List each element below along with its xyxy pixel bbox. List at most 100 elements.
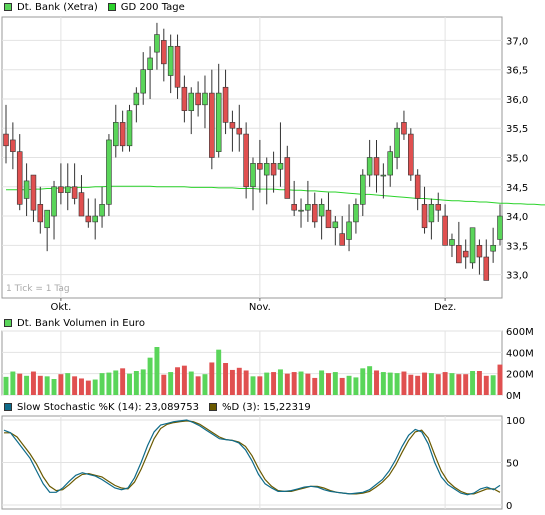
volume-bar — [202, 374, 208, 395]
volume-y-tick-label: 0M — [506, 391, 521, 402]
candle — [360, 169, 366, 217]
candle-body-down — [30, 174, 37, 211]
candle-body-up — [140, 69, 146, 94]
candle-body-down — [37, 204, 44, 223]
candle — [71, 163, 78, 205]
volume-bar — [408, 374, 414, 395]
candle — [243, 122, 249, 199]
candle — [401, 110, 407, 140]
volume-bar — [181, 365, 187, 395]
volume-y-axis: 600M 400M 200M 0M — [506, 327, 534, 402]
candle — [119, 110, 126, 152]
candle — [126, 104, 133, 152]
volume-bar — [250, 376, 256, 395]
volume-bar — [85, 380, 91, 395]
price-x-axis: Okt. Nov. Dez. — [51, 298, 456, 313]
candle-body-up — [147, 57, 153, 70]
candle — [99, 186, 105, 228]
candle-body-down — [270, 163, 277, 176]
volume-bar — [209, 362, 215, 395]
volume-legend-label: Dt. Bank Volumen in Euro — [17, 317, 145, 329]
candle-body-up — [490, 245, 496, 252]
candle-body-down — [257, 163, 263, 170]
volume-bar — [120, 368, 126, 395]
candle-body-down — [456, 245, 462, 264]
candle — [394, 122, 400, 170]
candle — [311, 192, 318, 228]
candle — [161, 28, 167, 82]
candle — [483, 239, 490, 281]
candle-body-up — [126, 110, 133, 147]
candle — [414, 169, 421, 211]
candle-body-up — [167, 45, 174, 76]
candle-body-up — [113, 122, 119, 147]
candle — [215, 63, 222, 158]
volume-bar — [92, 379, 98, 395]
candle-body-down — [421, 204, 428, 229]
volume-bar — [44, 376, 50, 395]
candle — [305, 180, 311, 222]
candle — [250, 157, 256, 211]
volume-bar — [476, 371, 482, 395]
d-legend-label: %D (3): 15,22319 — [221, 401, 311, 413]
candle-body-up — [215, 92, 222, 152]
candle — [10, 122, 16, 170]
candle-body-down — [243, 133, 249, 188]
candle-body-down — [229, 122, 236, 129]
candle-body-up — [346, 221, 352, 240]
volume-bar — [332, 372, 338, 395]
candlesticks — [3, 22, 503, 281]
candle — [106, 134, 112, 217]
candle — [229, 110, 236, 152]
volume-bar — [257, 376, 263, 395]
candle-body-up — [263, 163, 270, 176]
volume-bar — [37, 375, 43, 395]
candle — [58, 163, 64, 205]
candle — [353, 198, 359, 234]
price-legend-swatch — [4, 3, 12, 11]
volume-bar — [319, 370, 325, 395]
candle-body-down — [373, 157, 380, 176]
candle-body-down — [78, 192, 85, 217]
volume-bar — [223, 363, 229, 395]
volume-bar — [470, 371, 476, 395]
candle — [37, 186, 44, 234]
candle — [167, 34, 174, 94]
volume-bars — [3, 347, 503, 395]
volume-bar — [339, 377, 345, 395]
price-y-tick-label: 37,0 — [506, 36, 528, 47]
candle-body-down — [442, 215, 448, 246]
candle-body-up — [394, 127, 400, 158]
volume-bar — [72, 376, 78, 395]
candle — [85, 198, 92, 228]
candle — [222, 69, 229, 135]
candle — [469, 227, 476, 269]
candle-body-down — [236, 127, 243, 135]
candle — [263, 157, 270, 205]
volume-legend: Dt. Bank Volumen in Euro — [4, 316, 155, 330]
candle — [380, 163, 387, 199]
price-x-tick-label: Okt. — [51, 302, 72, 313]
volume-bar — [58, 374, 64, 395]
stochastic-y-tick-label: 100 — [506, 416, 525, 427]
volume-bar — [497, 364, 503, 395]
candle — [421, 186, 428, 234]
candle — [154, 22, 160, 70]
candle — [462, 239, 469, 269]
candle-body-up — [154, 34, 160, 53]
ma200-legend-label: GD 200 Tage — [120, 1, 185, 13]
volume-bar — [127, 373, 132, 395]
candle-body-up — [23, 180, 30, 199]
candle-body-down — [311, 204, 318, 223]
volume-bar — [394, 373, 400, 395]
candle-body-up — [366, 157, 373, 176]
candle-body-up — [469, 227, 476, 264]
volume-bar — [463, 374, 469, 395]
candle-body-up — [202, 92, 208, 106]
legend-item-volume: Dt. Bank Volumen in Euro — [4, 318, 145, 329]
candle — [476, 239, 483, 275]
volume-bar — [305, 373, 311, 395]
candle-body-up — [298, 209, 304, 212]
volume-bar — [30, 371, 36, 395]
